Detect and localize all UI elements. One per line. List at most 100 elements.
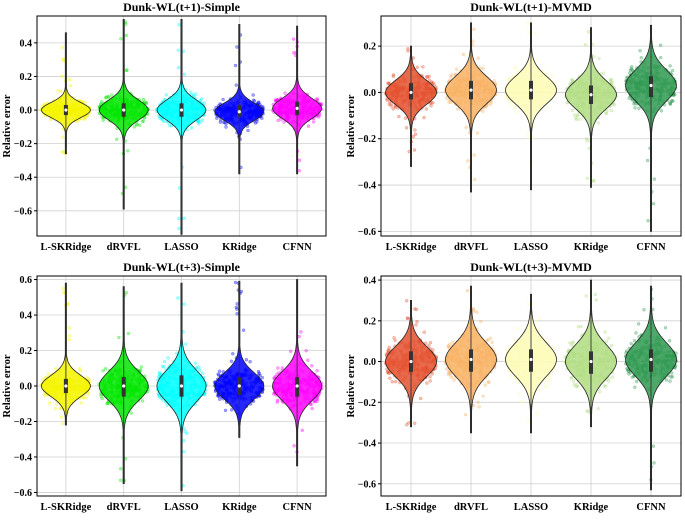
data-point bbox=[176, 65, 181, 70]
x-tick-label: L-SKRidge bbox=[41, 502, 92, 513]
data-point bbox=[229, 359, 234, 363]
data-point bbox=[475, 131, 480, 135]
data-point bbox=[271, 392, 276, 396]
data-point bbox=[388, 376, 392, 380]
data-point bbox=[547, 105, 551, 109]
data-point bbox=[602, 71, 606, 75]
data-point bbox=[61, 135, 65, 140]
violin-median bbox=[179, 384, 184, 388]
data-point bbox=[532, 136, 536, 140]
y-tick-label: −0.4 bbox=[14, 173, 32, 184]
data-point bbox=[668, 101, 672, 105]
violin-lasso bbox=[504, 21, 557, 191]
data-point bbox=[428, 375, 432, 379]
data-point bbox=[490, 340, 494, 344]
violin-kridge bbox=[213, 24, 265, 175]
y-axis-label: Relative error bbox=[2, 354, 13, 417]
data-point bbox=[508, 374, 512, 378]
data-point bbox=[509, 103, 513, 107]
data-point bbox=[545, 339, 550, 343]
x-tick-label: KRidge bbox=[574, 242, 609, 253]
data-point bbox=[604, 111, 609, 116]
data-point bbox=[515, 381, 520, 385]
data-point bbox=[464, 125, 468, 130]
data-point bbox=[403, 116, 408, 120]
data-point bbox=[386, 371, 391, 375]
data-point bbox=[60, 74, 64, 79]
data-point bbox=[215, 116, 219, 120]
data-point bbox=[224, 125, 228, 129]
y-tick-label: −0.6 bbox=[358, 479, 376, 490]
data-point bbox=[144, 101, 149, 106]
data-point bbox=[132, 125, 137, 129]
data-point bbox=[513, 338, 517, 342]
x-tick-label: CFNN bbox=[283, 242, 313, 253]
data-point bbox=[466, 159, 470, 163]
data-point bbox=[137, 123, 142, 128]
data-point bbox=[513, 105, 517, 110]
violin-median bbox=[122, 384, 126, 388]
data-point bbox=[651, 201, 656, 206]
data-point bbox=[450, 375, 454, 380]
data-point bbox=[632, 101, 636, 106]
data-point bbox=[448, 100, 453, 105]
data-point bbox=[202, 101, 207, 105]
data-point bbox=[397, 114, 401, 119]
data-point bbox=[235, 312, 239, 316]
violin-median bbox=[409, 359, 413, 364]
data-point bbox=[118, 478, 123, 482]
data-point bbox=[246, 128, 250, 133]
data-point bbox=[83, 396, 88, 400]
data-point bbox=[182, 439, 186, 443]
data-point bbox=[193, 361, 198, 365]
data-point bbox=[135, 123, 139, 127]
data-point bbox=[229, 408, 234, 412]
data-point bbox=[606, 336, 611, 340]
data-point bbox=[645, 158, 650, 163]
violin-drvfl bbox=[97, 19, 150, 210]
data-point bbox=[156, 114, 161, 118]
data-point bbox=[477, 405, 481, 409]
y-tick-label: −0.2 bbox=[358, 134, 376, 145]
data-point bbox=[449, 73, 454, 77]
x-tick-label: dRVFL bbox=[454, 502, 488, 513]
data-point bbox=[276, 118, 280, 123]
data-point bbox=[251, 93, 255, 97]
data-point bbox=[473, 177, 477, 182]
data-point bbox=[161, 364, 165, 369]
violin-median bbox=[589, 93, 593, 97]
data-point bbox=[389, 104, 393, 108]
data-point bbox=[659, 55, 663, 60]
chart-title: Dunk-WL(t+3)-MVMD bbox=[470, 260, 592, 274]
y-tick-label: −0.2 bbox=[14, 417, 32, 428]
data-point bbox=[407, 421, 411, 425]
data-point bbox=[393, 338, 397, 343]
x-tick-label: LASSO bbox=[164, 502, 198, 513]
data-point bbox=[586, 30, 591, 34]
data-point bbox=[668, 64, 672, 68]
data-point bbox=[515, 326, 519, 331]
data-point bbox=[109, 93, 114, 97]
data-point bbox=[526, 419, 530, 424]
data-point bbox=[177, 23, 181, 27]
data-point bbox=[610, 375, 615, 379]
data-point bbox=[54, 402, 59, 406]
data-point bbox=[475, 310, 479, 314]
data-point bbox=[182, 216, 186, 221]
data-point bbox=[543, 380, 547, 384]
violin-drvfl bbox=[443, 22, 498, 193]
data-point bbox=[241, 328, 246, 332]
data-point bbox=[532, 124, 537, 129]
data-point bbox=[200, 371, 205, 375]
data-point bbox=[547, 378, 552, 383]
y-tick-label: 0.4 bbox=[20, 38, 33, 49]
data-point bbox=[578, 117, 582, 121]
data-point bbox=[670, 68, 675, 73]
violin-l-skridge bbox=[384, 299, 439, 428]
data-point bbox=[465, 288, 470, 293]
data-point bbox=[53, 407, 57, 411]
data-point bbox=[306, 358, 310, 362]
data-point bbox=[114, 137, 119, 142]
